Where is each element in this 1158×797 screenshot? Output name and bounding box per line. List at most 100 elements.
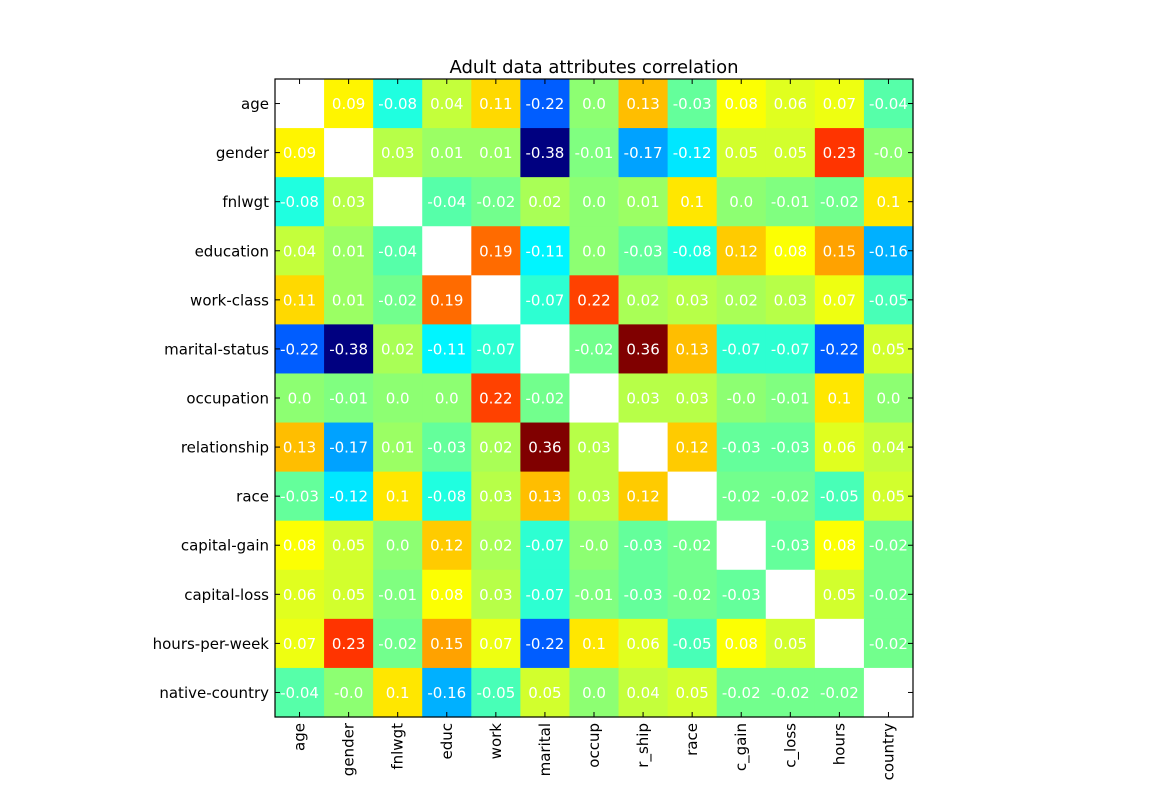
y-tick-label: fnlwgt [222,193,269,211]
cell-value-label: 0.05 [823,586,856,604]
heatmap-cell [422,177,472,227]
cell-value-label: -0.03 [771,537,810,555]
cell-value-label: 0.03 [577,488,610,506]
heatmap-cell [863,520,914,571]
y-tick-label: gender [216,144,270,162]
heatmap-cell [716,471,767,522]
heatmap-cell [618,226,669,276]
heatmap-cell [520,128,571,178]
heatmap-cell [569,618,620,669]
heatmap-cell [422,422,472,473]
heatmap-cell [422,128,472,178]
cell-value-label: 0.03 [774,291,807,309]
cell-value-label: 0.02 [381,340,414,358]
cell-value-label: 0.0 [729,193,753,211]
heatmap-cell [324,275,374,325]
cell-value-label: 0.0 [386,537,410,555]
cell-value-label: 0.07 [283,635,316,653]
heatmap-cell [324,226,374,276]
cell-value-label: nan [384,193,412,211]
cell-value-label: -0.01 [771,193,810,211]
cell-value-label: nan [531,340,559,358]
heatmap-cell [814,422,865,473]
cell-value-label: -0.02 [722,684,761,702]
heatmap-cell [814,128,865,178]
x-tick-label: marital [536,723,554,776]
heatmap-cell [814,520,865,571]
heatmap-cell [569,520,620,571]
heatmap-cell [569,373,620,424]
heatmap-cell [863,275,914,325]
cell-value-label: nan [285,95,313,113]
y-tick-label: relationship [181,439,269,457]
cell-value-label: 0.03 [577,439,610,457]
heatmap-cell [765,177,816,227]
heatmap-cell [275,569,325,620]
y-tick-label: age [241,95,269,113]
cell-value-label: -0.03 [624,586,663,604]
cell-value-label: 0.1 [877,193,901,211]
heatmap-cell [422,79,472,129]
cell-value-label: 0.12 [675,439,708,457]
cell-value-label: nan [580,390,608,408]
cell-value-label: -0.17 [329,439,368,457]
heatmap-cell [569,275,620,325]
cell-value-label: 0.03 [626,390,659,408]
cell-value-label: -0.02 [526,390,565,408]
x-tick-label: c_gain [732,723,751,771]
cell-value-label: 0.05 [774,635,807,653]
heatmap-cell [716,520,767,571]
cell-value-label: 0.08 [430,586,463,604]
heatmap-cell [765,618,816,669]
heatmap-cell [667,79,718,129]
cell-value-label: 0.07 [823,291,856,309]
heatmap-cell [863,618,914,669]
cell-value-label: 0.22 [577,291,610,309]
cell-value-label: 0.02 [479,439,512,457]
heatmap-cell [373,667,423,718]
cell-value-label: -0.07 [526,291,565,309]
cell-value-label: -0.38 [526,144,565,162]
x-tick-label: work [487,723,505,760]
cell-value-label: 0.15 [823,242,856,260]
cell-value-label: 0.09 [332,95,365,113]
heatmap-cell [863,177,914,227]
x-tick-label: occup [585,723,603,768]
heatmap-cell [618,275,669,325]
heatmap-cell [814,324,865,375]
heatmap-cell [765,128,816,178]
heatmap-cell [324,373,374,424]
heatmap-cell [667,618,718,669]
cell-value-label: -0.02 [869,586,908,604]
cell-value-label: 0.1 [582,635,606,653]
heatmap-cell [373,324,423,375]
cell-value-label: 0.06 [823,439,856,457]
heatmap-cell [324,422,374,473]
cell-value-label: 0.36 [626,340,659,358]
heatmap-cell [520,275,571,325]
heatmap-cell [324,618,374,669]
heatmap-cell [765,275,816,325]
cell-value-label: -0.01 [329,390,368,408]
cell-value-label: -0.05 [476,684,515,702]
cell-value-label: 0.1 [680,193,704,211]
heatmap-cell [618,422,669,473]
cell-value-label: -0.07 [526,586,565,604]
heatmap-cell [275,128,325,178]
cell-value-label: nan [335,144,363,162]
cell-value-label: -0.03 [624,242,663,260]
heatmap-cell [618,618,669,669]
heatmap-cell [618,324,669,375]
cell-value-label: 0.04 [283,242,316,260]
heatmap-cell [667,177,718,227]
x-tick-label: c_loss [781,723,800,768]
cell-value-label: -0.0 [334,684,363,702]
x-tick-label: race [683,723,701,756]
cell-value-label: -0.22 [280,340,319,358]
heatmap-cell [520,569,571,620]
cell-value-label: -0.16 [869,242,908,260]
cell-value-label: 0.0 [288,390,312,408]
heatmap-cell [373,226,423,276]
heatmap-cell [373,569,423,620]
